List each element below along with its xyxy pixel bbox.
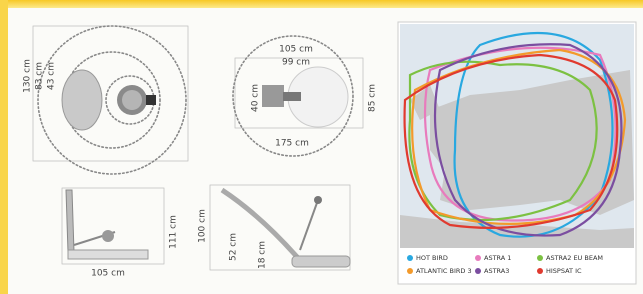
dimension-label: 40 cm — [251, 84, 261, 112]
dimension-label: 18 cm — [258, 241, 268, 269]
legend-label: ASTRA2 EU BEAM — [546, 254, 603, 262]
dimension-label: 175 cm — [275, 139, 309, 149]
legend-marker — [537, 255, 543, 261]
legend-label: HISPSAT IC — [546, 267, 582, 275]
left-border — [0, 0, 8, 294]
top-border — [0, 0, 643, 8]
coverage-map: HOT BIRD ASTRA 1 ASTRA2 EU BEAM ATLANTIC BI… — [398, 22, 636, 284]
dimension-label: 105 cm — [279, 45, 313, 55]
dimension-label: 100 cm — [198, 209, 208, 243]
page: 130 cm 83 cm 43 cm 105 cm 99 cm 40 cm 85… — [0, 0, 643, 294]
dimension-label: 130 cm — [23, 59, 33, 93]
legend-marker — [407, 255, 413, 261]
legend-label: HOT BIRD — [416, 254, 448, 262]
legend-label: ASTRA 1 — [484, 254, 511, 262]
dimension-label: 85 cm — [368, 84, 378, 112]
legend-marker — [475, 268, 481, 274]
dimension-label: 52 cm — [229, 233, 239, 261]
dimension-label: 43 cm — [47, 62, 57, 90]
dimension-label: 83 cm — [35, 62, 45, 90]
dimension-label: 111 cm — [169, 215, 179, 249]
dimension-label: 105 cm — [91, 269, 125, 279]
legend-marker — [407, 268, 413, 274]
legend-label: ASTRA3 — [484, 267, 509, 275]
legend-marker — [537, 268, 543, 274]
legend-marker — [475, 255, 481, 261]
dimension-label: 99 cm — [282, 58, 310, 68]
legend-label: ATLANTIC BIRD 3 — [416, 267, 472, 275]
